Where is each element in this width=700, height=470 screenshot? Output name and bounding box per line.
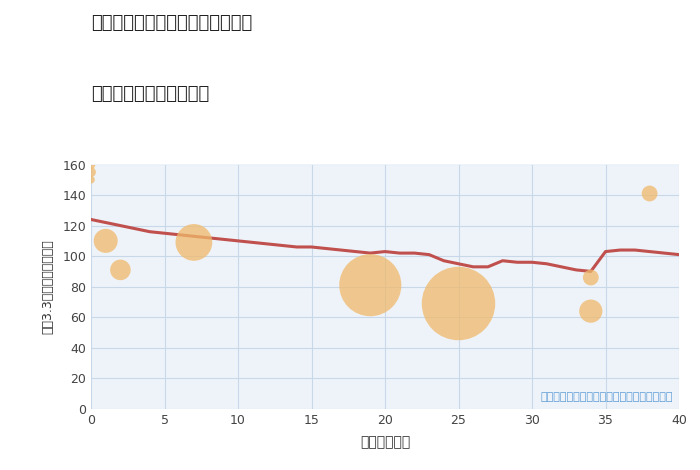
Point <box>100 237 111 244</box>
X-axis label: 築年数（年）: 築年数（年） <box>360 435 410 449</box>
Point <box>85 176 97 183</box>
Text: 築年数別中古戸建て価格: 築年数別中古戸建て価格 <box>91 85 209 102</box>
Y-axis label: 坪（3.3㎡）単価（万円）: 坪（3.3㎡）単価（万円） <box>41 239 54 334</box>
Point <box>644 190 655 197</box>
Point <box>115 266 126 274</box>
Point <box>585 307 596 315</box>
Point <box>585 274 596 281</box>
Point <box>188 239 199 246</box>
Point <box>85 168 97 176</box>
Point <box>365 282 376 289</box>
Text: 愛知県名古屋市千種区東千種台の: 愛知県名古屋市千種区東千種台の <box>91 14 252 32</box>
Text: 円の大きさは、取引のあった物件面積を示す: 円の大きさは、取引のあった物件面積を示す <box>540 392 673 401</box>
Point <box>453 300 464 307</box>
Point <box>85 161 97 168</box>
